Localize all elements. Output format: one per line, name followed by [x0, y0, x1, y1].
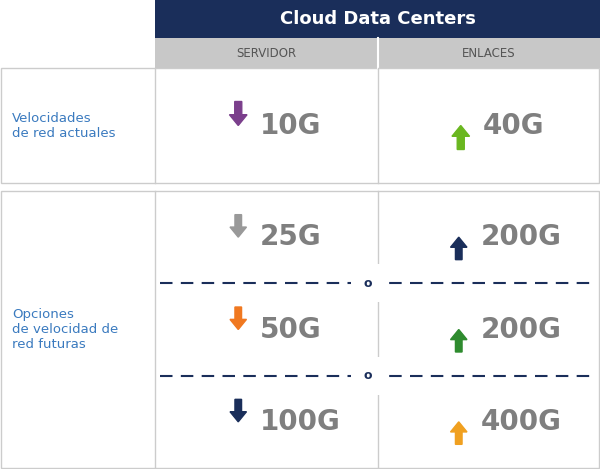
Text: 50G: 50G [260, 316, 322, 343]
Polygon shape [451, 330, 467, 352]
Text: SERVIDOR: SERVIDOR [236, 46, 296, 60]
Text: 100G: 100G [260, 408, 341, 436]
Polygon shape [229, 101, 247, 126]
Text: Velocidades
de red actuales: Velocidades de red actuales [12, 112, 115, 139]
FancyBboxPatch shape [1, 68, 599, 183]
Text: Cloud Data Centers: Cloud Data Centers [280, 10, 475, 28]
Text: 400G: 400G [481, 408, 562, 436]
Polygon shape [451, 237, 467, 260]
Text: 200G: 200G [481, 223, 562, 251]
Text: 200G: 200G [481, 316, 562, 343]
Polygon shape [451, 422, 467, 444]
Text: 25G: 25G [260, 223, 322, 251]
Text: 40G: 40G [483, 112, 544, 139]
Text: 10G: 10G [260, 112, 322, 139]
Polygon shape [230, 307, 247, 330]
Text: o: o [363, 277, 372, 290]
Text: o: o [363, 369, 372, 382]
Polygon shape [230, 215, 247, 237]
FancyBboxPatch shape [155, 38, 600, 68]
FancyBboxPatch shape [155, 0, 600, 38]
FancyBboxPatch shape [1, 191, 599, 468]
Polygon shape [452, 126, 470, 150]
Polygon shape [230, 399, 247, 422]
Text: ENLACES: ENLACES [462, 46, 515, 60]
Text: Opciones
de velocidad de
red futuras: Opciones de velocidad de red futuras [12, 308, 118, 351]
